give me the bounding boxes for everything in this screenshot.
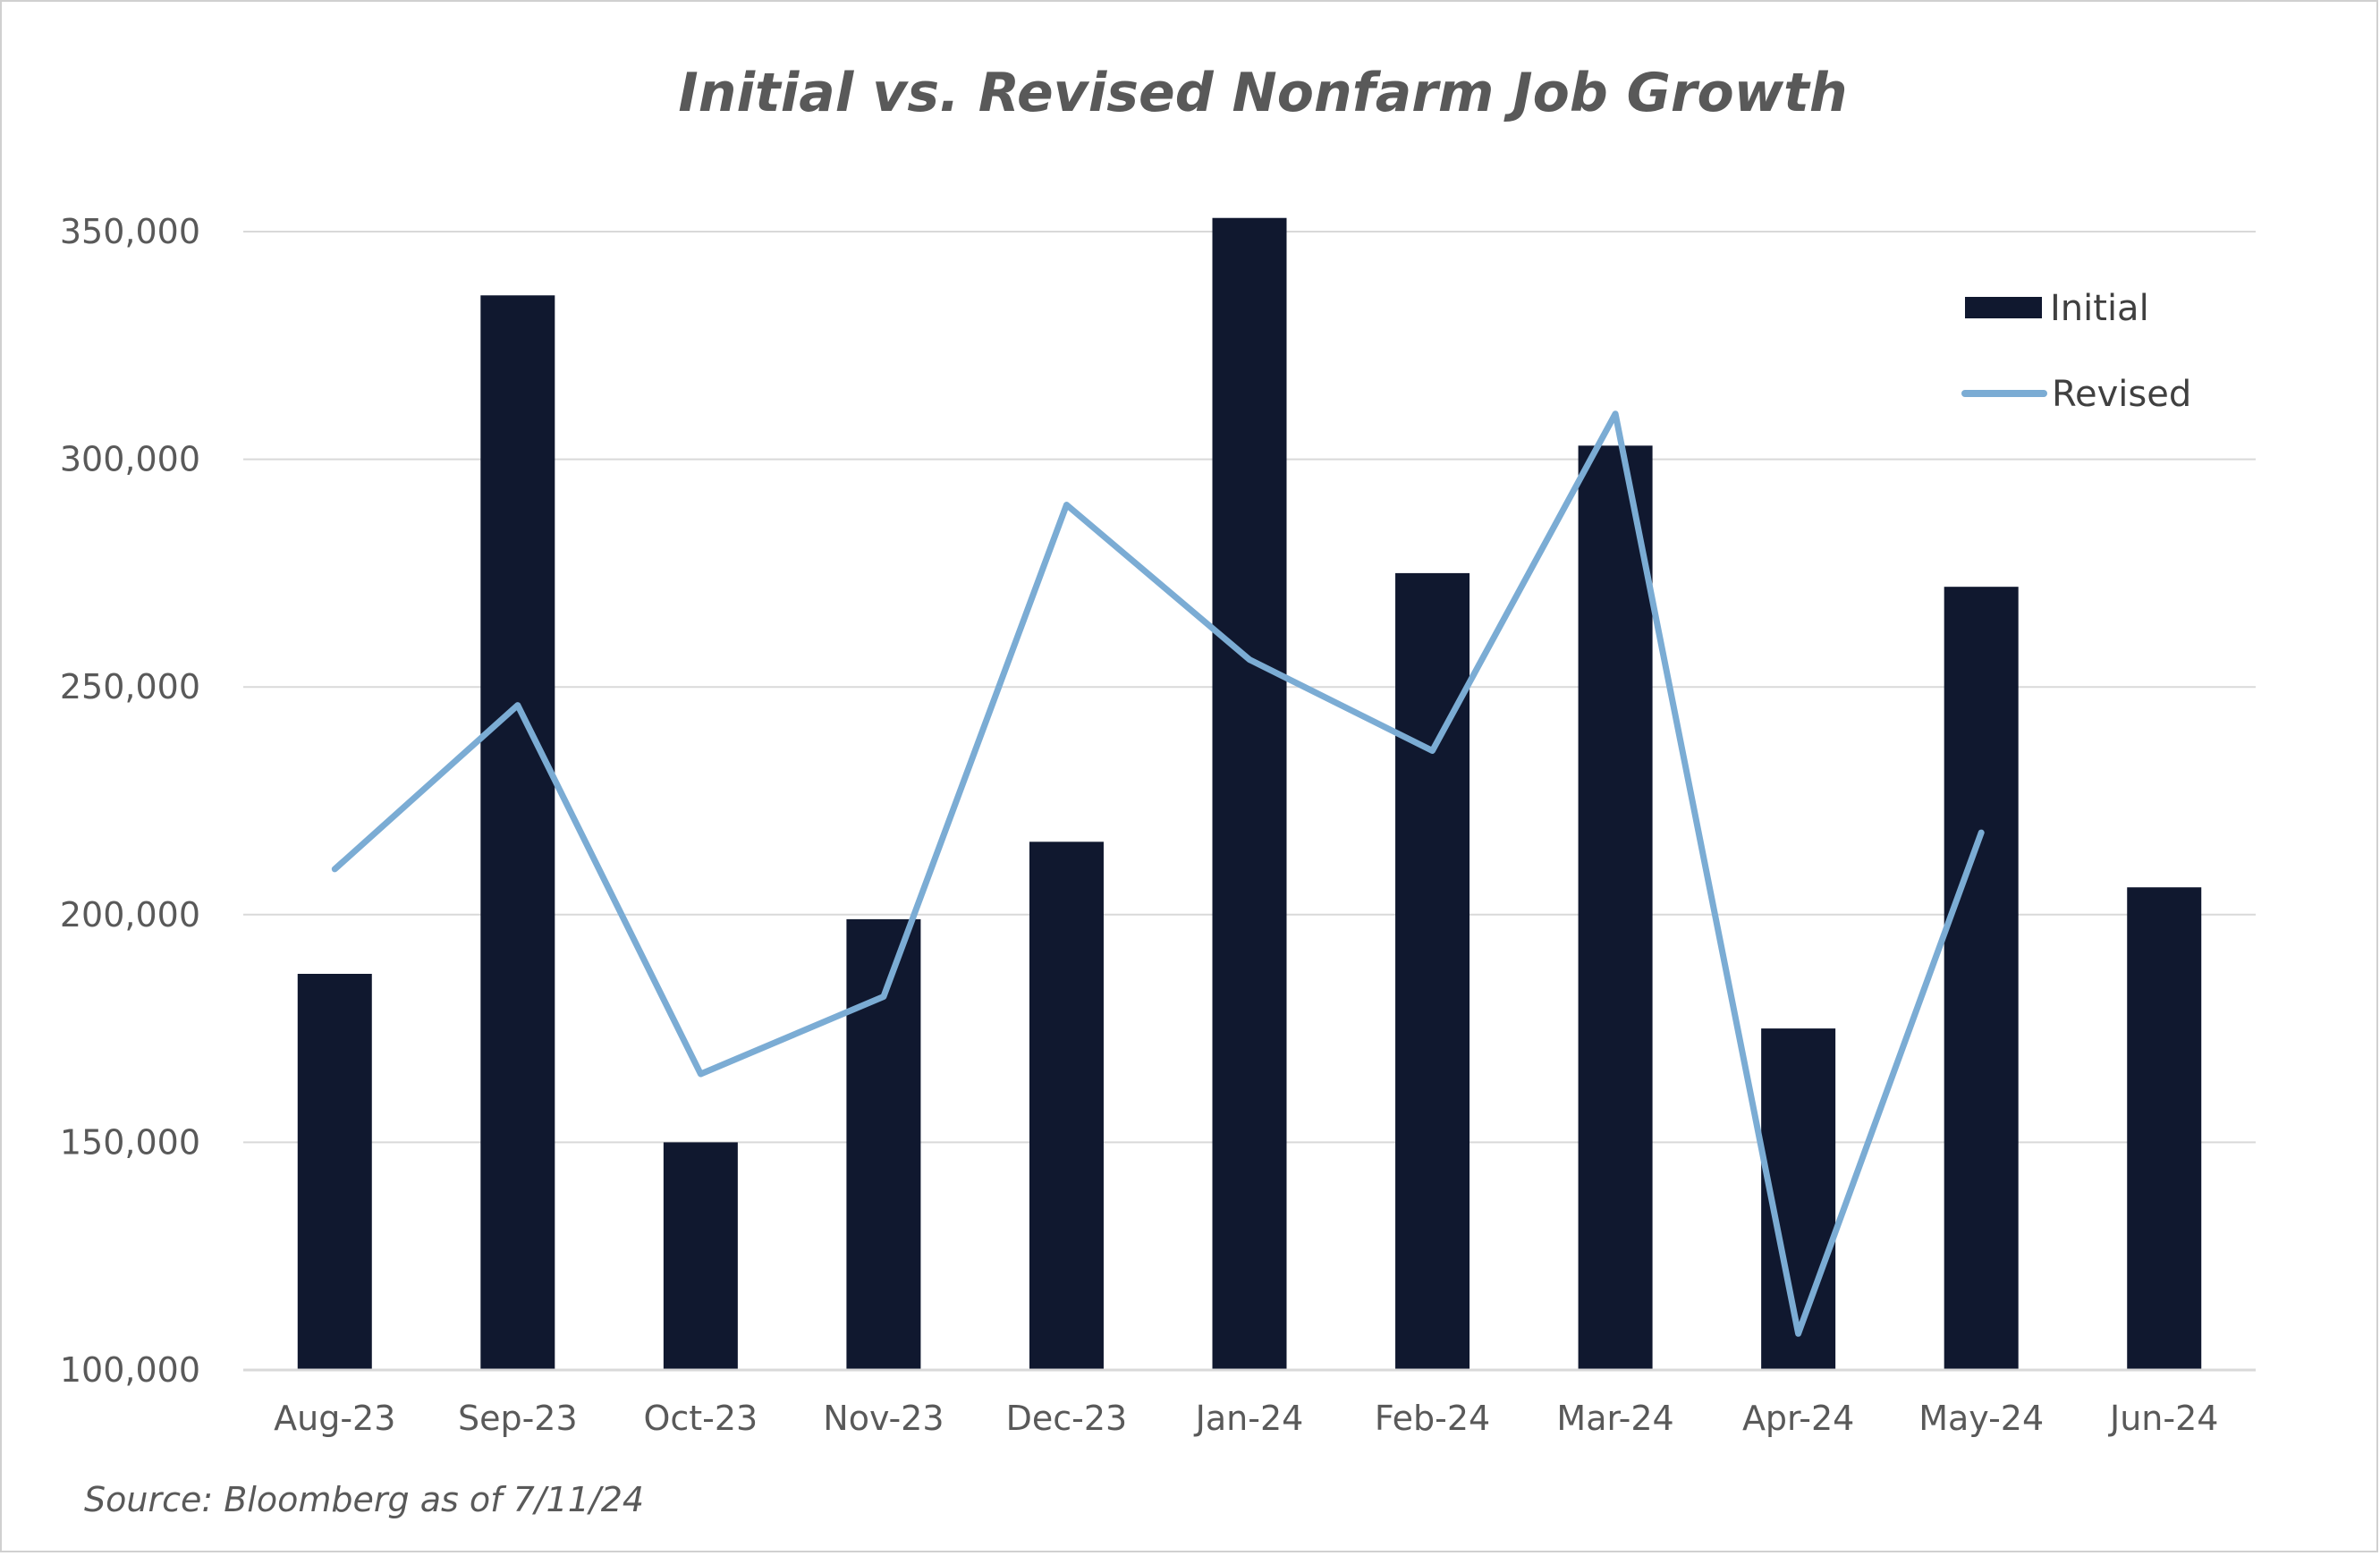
x-tick-label: Jan-24	[1194, 1399, 1304, 1438]
chart-title: Initial vs. Revised Nonfarm Job Growth	[678, 62, 1847, 124]
bar-may-24	[1944, 587, 2019, 1370]
bar-jan-24	[1213, 218, 1287, 1370]
x-tick-label: Aug-23	[274, 1399, 395, 1438]
x-tick-label: Feb-24	[1375, 1399, 1490, 1438]
x-tick-label: Nov-23	[823, 1399, 944, 1438]
line-series-revised	[335, 414, 1981, 1334]
revised-line	[335, 414, 1981, 1334]
bar-jun-24	[2127, 887, 2201, 1370]
x-tick-label: Jun-24	[2108, 1399, 2218, 1438]
x-tick-label: Sep-23	[458, 1399, 578, 1438]
x-tick-label: Dec-23	[1006, 1399, 1128, 1438]
bar-sep-23	[480, 295, 555, 1370]
y-tick-label: 250,000	[60, 667, 200, 706]
x-tick-label: Apr-24	[1742, 1399, 1854, 1438]
y-axis-ticks: 100,000 150,000 200,000 250,000 300,000 350,0…	[60, 212, 200, 1390]
source-note: Source: Bloomberg as of 7/11/24	[84, 1480, 644, 1519]
bar-mar-24	[1579, 445, 1653, 1370]
bar-nov-23	[846, 919, 920, 1370]
legend-swatch-initial	[1965, 297, 2042, 318]
x-tick-label: Oct-23	[643, 1399, 758, 1438]
legend: Initial Revised	[1965, 288, 2191, 415]
y-tick-label: 200,000	[60, 895, 200, 934]
bar-aug-23	[298, 974, 372, 1370]
legend-label-revised: Revised	[2052, 374, 2191, 415]
y-tick-label: 100,000	[60, 1350, 200, 1390]
bar-series-initial	[298, 218, 2201, 1370]
bar-dec-23	[1029, 841, 1104, 1370]
bar-oct-23	[664, 1142, 738, 1370]
x-tick-label: Mar-24	[1556, 1399, 1673, 1438]
x-axis-ticks: Aug-23 Sep-23 Oct-23 Nov-23 Dec-23 Jan-24 Feb-…	[274, 1399, 2218, 1438]
bar-feb-24	[1395, 573, 1470, 1370]
x-tick-label: May-24	[1918, 1399, 2044, 1438]
legend-label-initial: Initial	[2050, 288, 2149, 329]
y-tick-label: 350,000	[60, 212, 200, 251]
y-tick-label: 150,000	[60, 1122, 200, 1162]
y-tick-label: 300,000	[60, 440, 200, 479]
